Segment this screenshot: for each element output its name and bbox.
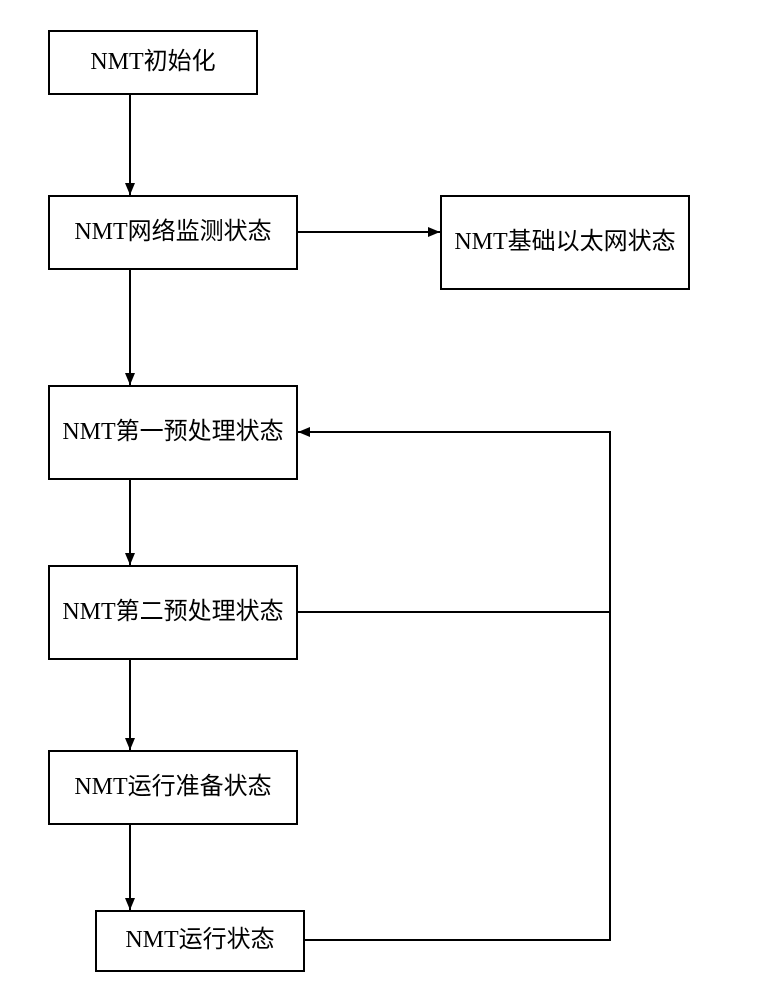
node-label: NMT运行状态	[125, 925, 274, 956]
edge-pre2-feedback	[298, 432, 610, 612]
node-ready: NMT运行准备状态	[48, 750, 298, 825]
node-pre1: NMT第一预处理状态	[48, 385, 298, 480]
node-pre2: NMT第二预处理状态	[48, 565, 298, 660]
node-label: NMT网络监测状态	[74, 217, 271, 248]
edges-layer	[0, 0, 767, 1000]
node-label: NMT运行准备状态	[74, 772, 271, 803]
edge-run-pre1	[298, 432, 610, 940]
node-monitor: NMT网络监测状态	[48, 195, 298, 270]
node-ethernet: NMT基础以太网状态	[440, 195, 690, 290]
node-label: NMT第一预处理状态	[62, 417, 283, 448]
node-init: NMT初始化	[48, 30, 258, 95]
flowchart-canvas: NMT初始化 NMT网络监测状态 NMT基础以太网状态 NMT第一预处理状态 N…	[0, 0, 767, 1000]
node-run: NMT运行状态	[95, 910, 305, 972]
node-label: NMT初始化	[90, 47, 215, 78]
node-label: NMT基础以太网状态	[454, 227, 675, 258]
node-label: NMT第二预处理状态	[62, 597, 283, 628]
